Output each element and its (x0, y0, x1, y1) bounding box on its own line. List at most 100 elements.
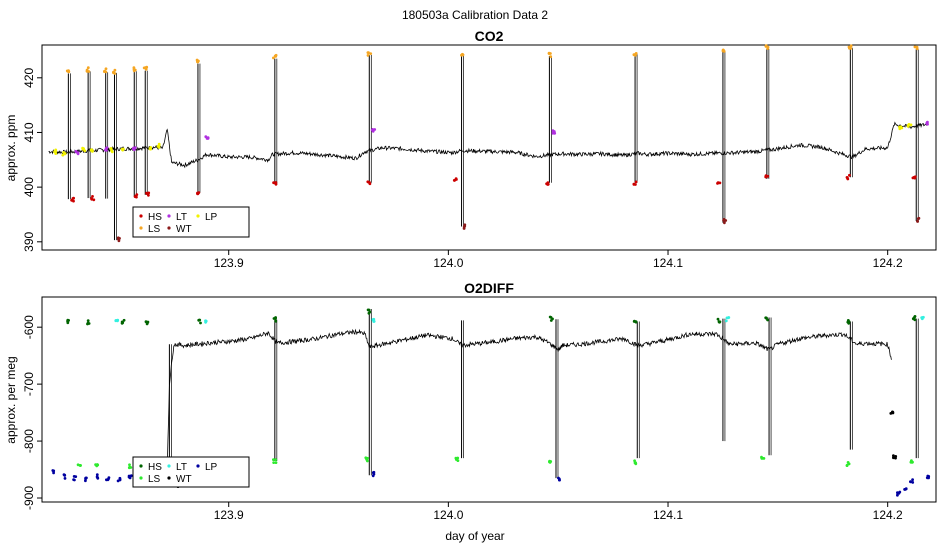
o2-marker-lp (904, 487, 908, 491)
o2-marker-lp (909, 480, 912, 483)
o2-marker-lp (896, 493, 899, 497)
co2-marker-lp (54, 149, 58, 153)
co2-marker-wt (916, 220, 919, 223)
co2-marker-ls (103, 69, 106, 73)
co2-marker-hs (716, 182, 719, 185)
co2-trace (48, 47, 927, 241)
co2-marker-lt (551, 129, 555, 133)
o2-marker-hs (199, 321, 202, 325)
co2-marker-ls (915, 45, 919, 49)
co2-marker-wt (722, 218, 726, 221)
co2-marker-ls (461, 53, 465, 57)
o2-marker-lp (105, 478, 108, 482)
o2-marker-lt (724, 319, 728, 323)
co2-marker-lp (82, 147, 85, 151)
co2-panel: CO2 approx. ppm 123.9 124.0 124.1 124.2 390… (4, 28, 937, 270)
co2-marker-hs (634, 180, 638, 184)
co2-marker-lp (909, 123, 913, 127)
co2-marker-ls (722, 48, 725, 52)
co2-marker-hs (197, 191, 201, 195)
co2-marker-ls (86, 66, 90, 70)
co2-marker-hs (848, 173, 851, 177)
o2-marker-hs (66, 319, 69, 323)
o2diff-legend-hs: HS (148, 462, 162, 473)
o2-marker-lp (72, 478, 75, 481)
o2diff-legend-lt: LT (176, 462, 187, 473)
co2-marker-lp (83, 149, 87, 153)
o2-marker-lt (920, 316, 924, 319)
co2-marker-ls (632, 53, 636, 57)
co2-marker-hs (71, 197, 75, 200)
co2-marker-hs (366, 180, 370, 184)
co2-x-tick-label: 123.9 (214, 256, 244, 270)
o2-marker-lp (95, 475, 99, 479)
o2-marker-lp (74, 475, 78, 478)
co2-marker-wt (723, 221, 726, 225)
co2-marker-hs (845, 176, 849, 179)
o2diff-y-ticks: -900 -800 -700 -600 (22, 315, 42, 510)
o2-marker-ls (762, 457, 766, 460)
co2-marker-lp (61, 153, 65, 157)
co2-marker-ls (549, 55, 553, 59)
co2-marker-ls (132, 66, 136, 70)
o2-x-tick-label: 124.2 (873, 508, 903, 522)
co2-legend-ls: LS (148, 224, 161, 235)
co2-marker-lp (156, 144, 160, 148)
o2-marker-hs (122, 318, 126, 322)
o2-marker-ls (274, 458, 278, 462)
o2-marker-ls (272, 458, 275, 461)
co2-marker-hs (274, 181, 278, 184)
co2-marker-ls (66, 69, 70, 73)
co2-marker-ls (847, 45, 851, 49)
co2-legend-lp-swatch (196, 214, 200, 218)
co2-marker-lt (133, 146, 137, 150)
co2-marker-hs (272, 181, 275, 185)
o2diff-legend-lt-swatch (167, 464, 171, 468)
o2diff-legend-ls: LS (148, 474, 161, 485)
co2-marker-ls (366, 51, 370, 54)
o2diff-legend-wt: WT (176, 474, 192, 485)
co2-title: CO2 (475, 28, 504, 44)
o2-marker-lt (727, 316, 731, 319)
o2-marker-ls (846, 461, 850, 464)
o2-marker-hs (272, 317, 276, 320)
co2-marker-lp (120, 147, 124, 151)
co2-marker-lp (91, 149, 94, 152)
o2-marker-lp (911, 478, 914, 481)
o2-marker-lp (62, 473, 66, 476)
co2-marker-wt (118, 237, 121, 240)
co2-marker-ls (112, 71, 115, 74)
o2-marker-lp (372, 470, 376, 474)
o2-marker-ls (78, 464, 82, 467)
co2-marker-hs (452, 179, 456, 182)
co2-legend-lt-swatch (167, 214, 171, 218)
o2-marker-ls (549, 460, 553, 463)
co2-marker-lt (371, 127, 374, 131)
co2-marker-lt (925, 122, 929, 125)
co2-marker-hs (911, 176, 915, 180)
o2-marker-ls (274, 461, 278, 464)
co2-marker-ls (766, 45, 770, 49)
o2-marker-hs (367, 308, 371, 312)
co2-y-tick-label: 410 (22, 122, 36, 142)
co2-baseline-line (48, 121, 927, 169)
o2-marker-lp (52, 471, 55, 475)
co2-marker-wt (916, 217, 920, 221)
o2-y-tick-label: -700 (22, 372, 36, 396)
co2-marker-lp (906, 125, 910, 128)
co2-y-ticks: 390 400 410 420 (22, 67, 42, 252)
o2-marker-hs (120, 321, 124, 325)
co2-marker-ls (104, 67, 108, 71)
o2-x-tick-label: 124.0 (433, 508, 463, 522)
co2-marker-lp (157, 142, 161, 146)
o2-marker-hs (913, 318, 917, 322)
o2diff-legend-wt-swatch (167, 476, 171, 480)
co2-marker-hs (72, 199, 75, 203)
o2diff-plot-frame (41, 296, 937, 503)
co2-y-tick-label: 400 (22, 177, 36, 197)
o2-marker-ls (454, 456, 458, 460)
co2-marker-hs (546, 181, 550, 185)
o2diff-trace (166, 308, 919, 481)
co2-marker-lt (104, 148, 107, 152)
